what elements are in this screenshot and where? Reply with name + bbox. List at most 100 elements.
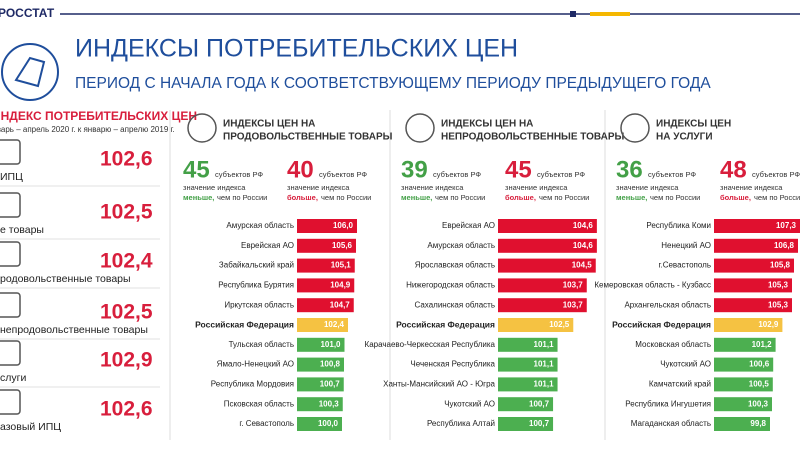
bar	[714, 337, 776, 352]
bar	[498, 417, 554, 431]
summary-title: ИНДЕКС ПОТРЕБИТЕЛЬСКИХ ЦЕН	[0, 109, 197, 123]
value-label: 104,9	[330, 281, 351, 290]
value-label: 105,3	[768, 300, 789, 309]
value-label: 100,6	[749, 360, 770, 369]
summary-label: е товары	[0, 224, 44, 236]
bar	[714, 377, 773, 392]
stat-unit: субъектов РФ	[537, 170, 585, 179]
stat-count: 39	[401, 156, 428, 183]
value-label: 104,6	[573, 221, 594, 230]
value-label: 100,7	[529, 419, 550, 428]
value-label: 102,9	[758, 320, 779, 329]
bar	[498, 219, 597, 233]
value-label: 102,4	[324, 320, 345, 329]
header-rule-dot	[570, 11, 576, 17]
bar	[714, 298, 792, 313]
chart-title: ИНДЕКСЫ ЦЕН	[656, 119, 731, 130]
stat-emphasis: больше,	[720, 193, 751, 202]
value-label: 101,1	[534, 380, 555, 389]
value-label: 104,6	[573, 241, 594, 250]
bar	[498, 238, 597, 253]
price-icon	[1, 43, 59, 101]
value-label: 101,0	[320, 340, 341, 349]
region-label: Московская область	[635, 340, 711, 349]
stat-count: 45	[183, 156, 210, 183]
bar	[297, 318, 348, 332]
region-label: Еврейская АО	[442, 221, 495, 230]
bar	[498, 377, 558, 392]
region-label: Республика Ингушетия	[625, 399, 711, 408]
summary-icon	[0, 192, 21, 218]
value-label: 100,3	[319, 399, 340, 408]
value-label: 101,2	[752, 340, 773, 349]
stat-unit: субъектов РФ	[648, 170, 696, 179]
page-title: ИНДЕКСЫ ПОТРЕБИТЕЛЬСКИХ ЦЕН	[75, 35, 518, 63]
price-tag	[14, 56, 46, 88]
value-label: 100,5	[749, 380, 770, 389]
stat-unit: субъектов РФ	[752, 170, 800, 179]
region-label: Ярославская область	[415, 261, 495, 270]
region-label: Ненецкий АО	[661, 241, 711, 250]
bar	[297, 238, 356, 253]
region-label: г.Севастополь	[659, 261, 711, 270]
stat-count: 40	[287, 156, 314, 183]
region-label: Российская Федерация	[396, 319, 495, 329]
stat-emphasis: меньше,	[401, 193, 432, 202]
region-label: Нижегородская область	[406, 281, 495, 290]
chart-title: НЕПРОДОВОЛЬСТВЕННЫЕ ТОВАРЫ	[441, 132, 625, 143]
stat-emphasis: меньше,	[183, 193, 214, 202]
stat-note: значение индекса	[720, 183, 783, 192]
header-rule-accent	[590, 12, 630, 16]
bar	[498, 278, 587, 293]
value-label: 105,3	[768, 281, 789, 290]
value-label: 100,3	[748, 399, 769, 408]
bar	[297, 278, 355, 293]
region-label: г. Севастополь	[239, 419, 294, 428]
value-label: 104,7	[330, 300, 351, 309]
stat-note: значение индекса	[287, 183, 350, 192]
bar	[498, 298, 587, 313]
region-label: Кемеровская область - Кузбасс	[594, 281, 711, 290]
stat-tail: чем по России	[754, 193, 800, 202]
stat-note: значение индекса	[505, 183, 568, 192]
summary-value: 102,6	[100, 148, 153, 171]
bar	[297, 377, 344, 392]
bar	[297, 357, 344, 372]
region-label: Российская Федерация	[195, 319, 294, 329]
summary-label: непродовольственные товары	[0, 324, 148, 336]
region-label: Еврейская АО	[241, 241, 294, 250]
summary-value: 102,6	[100, 398, 153, 421]
region-label: Камчатский край	[649, 380, 711, 389]
summary-value: 102,5	[100, 201, 153, 224]
stat-note: значение индекса	[401, 183, 464, 192]
stat-count: 48	[720, 156, 747, 183]
bar	[714, 219, 800, 233]
region-label: Чукотский АО	[444, 399, 495, 408]
region-label: Амурская область	[226, 221, 294, 230]
region-label: Российская Федерация	[612, 319, 711, 329]
bar	[297, 298, 354, 313]
bar	[714, 278, 792, 293]
chart-title: ИНДЕКСЫ ЦЕН НА	[223, 119, 315, 130]
value-label: 100,7	[320, 380, 341, 389]
summary-icon	[0, 241, 21, 267]
region-label: Республика Алтай	[427, 419, 495, 428]
region-label: Республика Мордовия	[211, 380, 294, 389]
summary-icon	[0, 292, 21, 318]
summary-value: 102,4	[100, 250, 153, 273]
bar	[498, 258, 596, 273]
value-label: 105,6	[332, 241, 353, 250]
brand: РОССТАТ	[0, 6, 55, 20]
bar	[714, 397, 772, 412]
stat-note: значение индекса	[616, 183, 679, 192]
region-label: Сахалинская область	[414, 300, 495, 309]
chart-icon	[620, 113, 650, 143]
stat-count: 36	[616, 156, 643, 183]
bar	[498, 397, 554, 412]
bar	[714, 417, 770, 431]
bar	[498, 337, 558, 352]
region-label: Магаданская область	[631, 419, 711, 428]
stat-unit: субъектов РФ	[319, 170, 367, 179]
region-label: Республика Бурятия	[218, 281, 294, 290]
